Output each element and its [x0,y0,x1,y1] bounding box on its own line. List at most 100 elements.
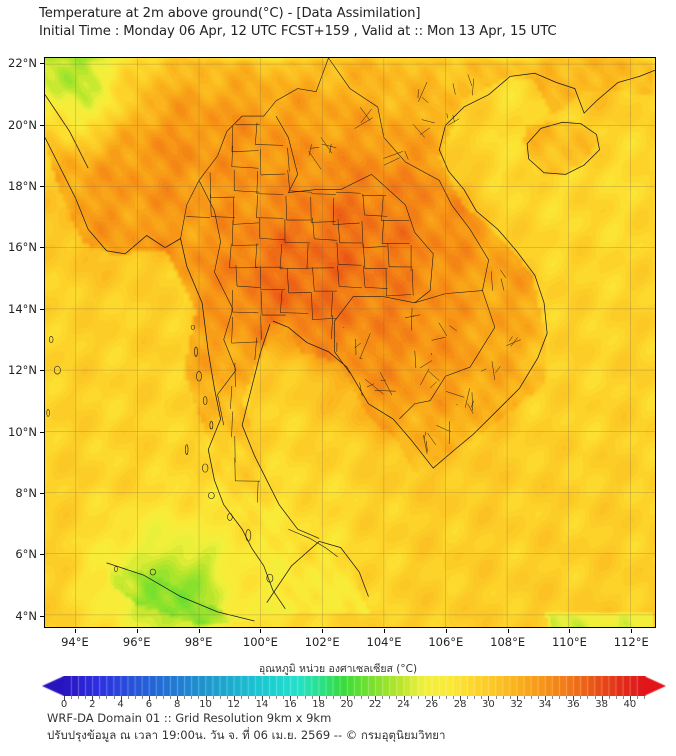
colorbar-tick-label: 30 [482,699,495,710]
colorbar-minor-tick [609,696,610,699]
colorbar-tick-label: 12 [227,699,240,710]
x-axis-tick [631,629,632,633]
chart-subtitle: Initial Time : Monday 06 Apr, 12 UTC FCS… [39,23,659,41]
colorbar-tick-label: 24 [397,699,410,710]
colorbar-title: อุณหภูมิ หน่วย องศาเซลเซียส (°C) [0,660,676,677]
colorbar-minor-tick [128,696,129,699]
y-axis-label: 6°N [0,547,37,561]
colorbar-minor-tick [276,696,277,699]
colorbar-minor-tick [411,696,412,699]
y-axis-label: 14°N [0,302,37,316]
colorbar-tick-label: 6 [146,699,152,710]
colorbar-tick-label: 20 [341,699,354,710]
y-axis-tick [40,616,44,617]
colorbar-minor-tick [163,696,164,699]
y-axis-tick [40,493,44,494]
colorbar-minor-tick [114,696,115,699]
x-axis-label: 98°E [185,635,213,649]
y-axis-tick [40,309,44,310]
map-plot-area [44,57,656,628]
colorbar-minor-tick [99,696,100,699]
colorbar-tick-label: 36 [567,699,580,710]
colorbar-minor-tick [616,696,617,699]
x-axis-tick [569,629,570,633]
colorbar-minor-tick [142,696,143,699]
y-axis-tick [40,247,44,248]
x-axis-label: 104°E [367,635,402,649]
colorbar-minor-tick [446,696,447,699]
footer-credit-line: ปรับปรุงข้อมูล ณ เวลา 19:00น. วัน จ. ที่… [47,727,667,744]
x-axis-tick [322,629,323,633]
x-axis-label: 102°E [305,635,340,649]
colorbar-minor-tick [474,696,475,699]
page-title: Temperature at 2m above ground(°C) - [Da… [39,5,659,23]
colorbar-minor-tick [644,696,645,699]
colorbar-minor-tick [439,696,440,699]
footer-model-line: WRF-DA Domain 01 :: Grid Resolution 9km … [47,710,667,727]
colorbar-minor-tick [135,696,136,699]
colorbar-minor-tick [106,696,107,699]
colorbar-minor-tick [524,696,525,699]
colorbar-tick-label: 16 [284,699,297,710]
y-axis-label: 22°N [0,56,37,70]
y-axis-label: 8°N [0,486,37,500]
y-axis-tick [40,63,44,64]
x-axis-label: 94°E [61,635,89,649]
y-axis-label: 12°N [0,363,37,377]
colorbar-minor-tick [467,696,468,699]
colorbar-tick-label: 32 [510,699,523,710]
colorbar-tick-label: 34 [539,699,552,710]
colorbar-minor-tick [503,696,504,699]
colorbar-minor-tick [170,696,171,699]
footer-block: WRF-DA Domain 01 :: Grid Resolution 9km … [47,710,667,744]
colorbar-minor-tick [580,696,581,699]
colorbar-tick-label: 22 [369,699,382,710]
colorbar-minor-tick [587,696,588,699]
colorbar-tick-label: 2 [89,699,95,710]
colorbar-tick-label: 40 [624,699,637,710]
colorbar-minor-tick [220,696,221,699]
x-axis-label: 100°E [243,635,278,649]
colorbar-minor-tick [248,696,249,699]
colorbar-minor-tick [191,696,192,699]
y-axis-tick [40,554,44,555]
x-axis-tick [446,629,447,633]
y-axis-tick [40,432,44,433]
y-axis-label: 16°N [0,240,37,254]
colorbar-minor-tick [552,696,553,699]
y-axis-tick [40,125,44,126]
x-axis-tick [260,629,261,633]
colorbar-tick-label: 4 [117,699,123,710]
y-axis-label: 4°N [0,609,37,623]
x-axis-label: 110°E [552,635,587,649]
x-axis-tick [137,629,138,633]
x-axis-tick [508,629,509,633]
y-axis-label: 18°N [0,179,37,193]
colorbar-minor-tick [71,696,72,699]
colorbar-minor-tick [333,696,334,699]
colorbar-minor-tick [418,696,419,699]
y-axis-label: 10°N [0,425,37,439]
forecast-map-page: Temperature at 2m above ground(°C) - [Da… [0,0,676,756]
chart-title-block: Temperature at 2m above ground(°C) - [Da… [39,5,659,41]
colorbar-tick-label: 38 [595,699,608,710]
colorbar-tick-label: 10 [199,699,212,710]
colorbar-minor-tick [184,696,185,699]
colorbar-tick-label: 26 [425,699,438,710]
y-axis-label: 20°N [0,118,37,132]
colorbar-minor-tick [241,696,242,699]
colorbar-minor-tick [213,696,214,699]
colorbar-minor-tick [531,696,532,699]
colorbar-minor-tick [305,696,306,699]
x-axis-tick [75,629,76,633]
x-axis-tick [199,629,200,633]
temperature-field [45,58,655,627]
x-axis-label: 96°E [123,635,151,649]
colorbar-minor-tick [361,696,362,699]
colorbar-minor-tick [156,696,157,699]
colorbar-gradient [42,676,666,696]
colorbar-minor-tick [269,696,270,699]
colorbar-minor-tick [354,696,355,699]
colorbar-minor-tick [389,696,390,699]
colorbar-minor-tick [78,696,79,699]
